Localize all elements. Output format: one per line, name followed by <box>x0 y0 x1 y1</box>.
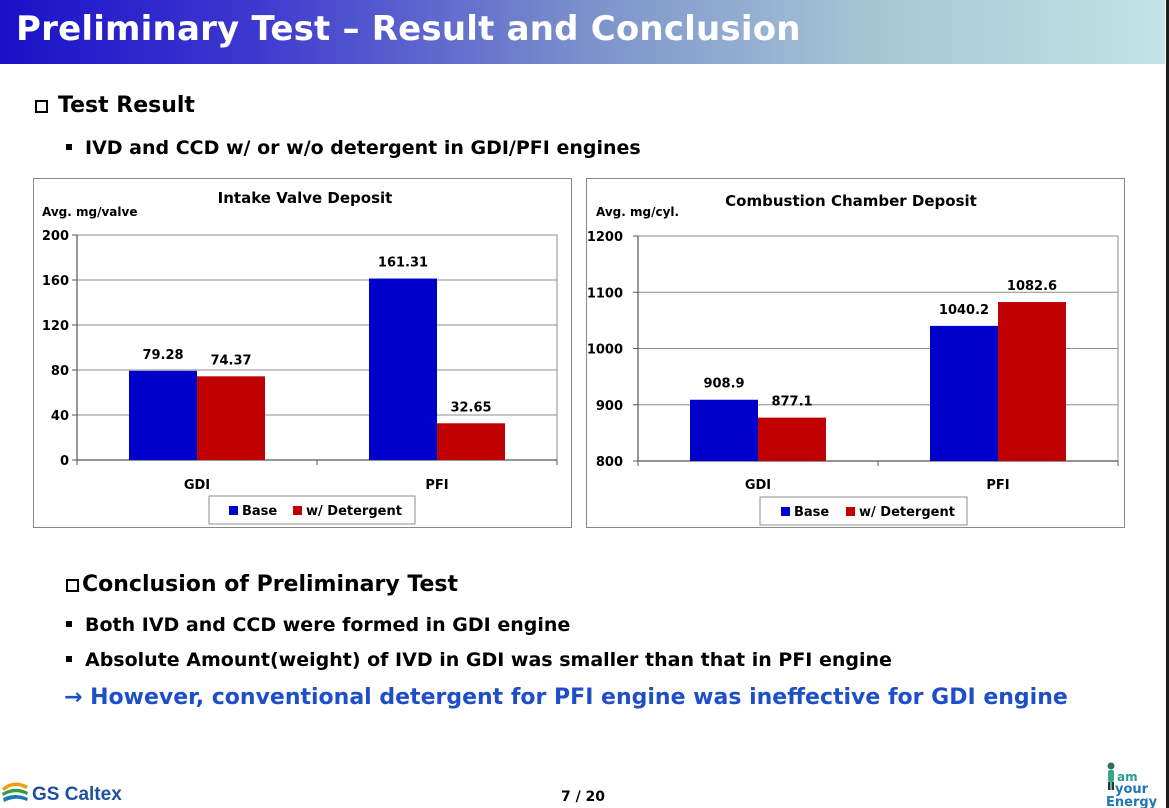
test-result-bullet-text: IVD and CCD w/ or w/o detergent in GDI/P… <box>85 137 641 159</box>
ivd-chart-title: Intake Valve Deposit <box>218 189 393 207</box>
ccd-y-tick-label: 1100 <box>587 286 623 301</box>
ccd-y-tick-label: 900 <box>596 399 623 414</box>
ccd-bar-gdi-base <box>690 399 758 461</box>
conclusion-bullet-2-text: Absolute Amount(weight) of IVD in GDI wa… <box>85 649 892 671</box>
ivd-y-tick-label: 80 <box>51 364 69 379</box>
ivd-y-axis-label: Avg. mg/valve <box>42 205 137 219</box>
ivd-data-label: 161.31 <box>378 256 428 271</box>
conclusion-bullet-1: Both IVD and CCD were formed in GDI engi… <box>66 614 570 636</box>
ivd-legend <box>208 495 416 525</box>
right-border <box>1166 0 1169 808</box>
ccd-legend-label-detergent: w/ Detergent <box>859 505 955 520</box>
ccd-data-label: 877.1 <box>771 395 812 410</box>
ivd-data-label: 79.28 <box>142 348 183 363</box>
slogan-line-1: am <box>1117 770 1138 784</box>
ivd-y-tick-label: 0 <box>60 454 69 469</box>
ivd-data-label: 32.65 <box>450 400 491 415</box>
ivd-legend-label-base: Base <box>242 504 277 519</box>
bullet-icon <box>66 621 72 627</box>
ccd-x-tick-label: GDI <box>745 478 771 493</box>
ivd-legend-swatch-detergent <box>293 506 302 515</box>
ivd-bar-gdi-detergent <box>197 376 265 460</box>
ccd-legend-swatch-base <box>781 507 790 516</box>
gs-caltex-logo-icon <box>2 782 28 802</box>
ivd-x-tick-label: GDI <box>184 478 210 493</box>
ivd-bar-gdi-base <box>129 370 197 460</box>
slide-title: Preliminary Test – Result and Conclusion <box>16 9 801 49</box>
ccd-x-tick-label: PFI <box>986 478 1009 493</box>
ccd-legend-swatch-detergent <box>846 507 855 516</box>
test-result-heading-text: Test Result <box>58 93 195 118</box>
ccd-y-tick-label: 1000 <box>587 343 623 358</box>
square-bullet-icon <box>66 579 79 592</box>
gs-caltex-logo-text: GS Caltex <box>32 784 122 805</box>
bullet-icon <box>66 144 72 150</box>
ccd-data-label: 1082.6 <box>1007 279 1057 294</box>
ccd-y-tick-label: 800 <box>596 455 623 470</box>
ivd-y-tick-label: 120 <box>42 319 69 334</box>
ivd-y-tick-label: 200 <box>42 229 69 244</box>
bullet-icon <box>66 656 72 662</box>
ccd-legend <box>759 496 968 526</box>
ivd-data-label: 74.37 <box>210 353 251 368</box>
person-figure-icon <box>1107 762 1115 790</box>
conclusion-arrow-text: → However, conventional detergent for PF… <box>64 685 1068 710</box>
ccd-chart-title: Combustion Chamber Deposit <box>725 192 977 210</box>
conclusion-bullet-2: Absolute Amount(weight) of IVD in GDI wa… <box>66 649 892 671</box>
ccd-legend-label-base: Base <box>794 505 829 520</box>
title-bar: Preliminary Test – Result and Conclusion <box>0 0 1165 64</box>
ivd-y-tick-label: 40 <box>51 409 69 424</box>
conclusion-heading-text: Conclusion of Preliminary Test <box>82 572 458 597</box>
page-number: 7 / 20 <box>560 789 606 805</box>
ivd-legend-label-detergent: w/ Detergent <box>306 504 402 519</box>
ivd-y-tick-label: 160 <box>42 274 69 289</box>
ccd-y-axis-label: Avg. mg/cyl. <box>596 205 679 219</box>
ivd-x-tick-label: PFI <box>425 478 448 493</box>
ivd-chart-svg: Intake Valve Deposit Avg. mg/valve 0 40 80 12… <box>42 189 558 525</box>
ivd-bar-pfi-base <box>369 278 437 460</box>
ccd-bar-pfi-base <box>930 325 998 461</box>
ccd-data-label: 908.9 <box>703 377 744 392</box>
ccd-bar-pfi-detergent <box>998 302 1066 461</box>
ccd-data-label: 1040.2 <box>939 303 989 318</box>
gs-caltex-logo: GS Caltex <box>2 782 122 805</box>
square-bullet-icon <box>35 100 48 113</box>
ccd-chart: Combustion Chamber Deposit Avg. mg/cyl. 80… <box>586 178 1125 528</box>
i-am-your-energy-logo: am your Energy <box>1106 762 1158 808</box>
slogan-line-2: your <box>1115 782 1149 797</box>
test-result-heading: Test Result <box>35 93 195 118</box>
ccd-chart-svg: Combustion Chamber Deposit Avg. mg/cyl. 80… <box>587 192 1119 526</box>
ivd-legend-swatch-base <box>229 506 238 515</box>
conclusion-bullet-1-text: Both IVD and CCD were formed in GDI engi… <box>85 614 571 636</box>
ivd-chart: Intake Valve Deposit Avg. mg/valve 0 40 80 12… <box>33 178 572 528</box>
conclusion-heading: Conclusion of Preliminary Test <box>66 572 458 597</box>
slogan-line-3: Energy <box>1106 795 1158 808</box>
ccd-y-tick-label: 1200 <box>587 230 623 245</box>
ivd-bar-pfi-detergent <box>437 423 505 460</box>
ccd-bar-gdi-detergent <box>758 417 826 461</box>
test-result-bullet: IVD and CCD w/ or w/o detergent in GDI/P… <box>66 137 641 159</box>
